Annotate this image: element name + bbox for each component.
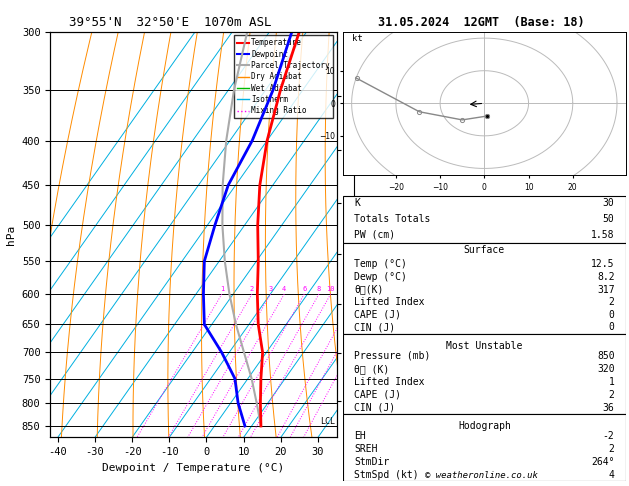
Text: 3: 3	[269, 286, 272, 292]
Y-axis label: km
ASL: km ASL	[368, 224, 386, 245]
Text: Totals Totals: Totals Totals	[354, 214, 430, 224]
Text: Hodograph: Hodograph	[458, 421, 511, 432]
Text: 12.5: 12.5	[591, 259, 615, 269]
Legend: Temperature, Dewpoint, Parcel Trajectory, Dry Adiabat, Wet Adiabat, Isotherm, Mi: Temperature, Dewpoint, Parcel Trajectory…	[234, 35, 333, 118]
Text: 0: 0	[609, 310, 615, 320]
Bar	[343, 243, 626, 334]
Text: Dewp (°C): Dewp (°C)	[354, 272, 407, 282]
Text: 2: 2	[609, 297, 615, 307]
X-axis label: Dewpoint / Temperature (°C): Dewpoint / Temperature (°C)	[103, 463, 284, 473]
Text: 4: 4	[282, 286, 286, 292]
Text: θᴇ (K): θᴇ (K)	[354, 364, 389, 374]
Text: 36: 36	[603, 403, 615, 413]
Text: 1: 1	[220, 286, 224, 292]
Text: 320: 320	[597, 364, 615, 374]
Text: 0: 0	[609, 323, 615, 332]
Text: Most Unstable: Most Unstable	[446, 341, 523, 351]
Y-axis label: hPa: hPa	[6, 225, 16, 244]
Text: 1.58: 1.58	[591, 230, 615, 240]
Text: CAPE (J): CAPE (J)	[354, 390, 401, 400]
Text: Temp (°C): Temp (°C)	[354, 259, 407, 269]
Text: 317: 317	[597, 284, 615, 295]
Text: θᴇ(K): θᴇ(K)	[354, 284, 384, 295]
Text: PW (cm): PW (cm)	[354, 230, 395, 240]
Text: EH: EH	[354, 431, 366, 441]
Text: 1: 1	[609, 377, 615, 387]
Text: 8: 8	[317, 286, 321, 292]
Text: LCL: LCL	[320, 417, 335, 426]
Text: 30: 30	[603, 198, 615, 208]
Text: 31.05.2024  12GMT  (Base: 18): 31.05.2024 12GMT (Base: 18)	[378, 16, 584, 29]
Text: 10: 10	[326, 286, 335, 292]
Text: Surface: Surface	[464, 245, 505, 255]
Text: -2: -2	[603, 431, 615, 441]
Text: CIN (J): CIN (J)	[354, 403, 395, 413]
Text: 4: 4	[609, 469, 615, 480]
Text: SREH: SREH	[354, 444, 377, 454]
Text: 50: 50	[603, 214, 615, 224]
Text: Lifted Index: Lifted Index	[354, 297, 425, 307]
Text: 2: 2	[609, 390, 615, 400]
Text: kt: kt	[352, 35, 362, 43]
Text: StmDir: StmDir	[354, 457, 389, 467]
Text: 850: 850	[597, 351, 615, 361]
Text: CAPE (J): CAPE (J)	[354, 310, 401, 320]
Text: © weatheronline.co.uk: © weatheronline.co.uk	[425, 470, 538, 480]
Bar	[343, 414, 626, 481]
Text: K: K	[354, 198, 360, 208]
Text: Pressure (mb): Pressure (mb)	[354, 351, 430, 361]
Text: CIN (J): CIN (J)	[354, 323, 395, 332]
Text: Lifted Index: Lifted Index	[354, 377, 425, 387]
Text: 264°: 264°	[591, 457, 615, 467]
Text: 6: 6	[302, 286, 306, 292]
Text: StmSpd (kt): StmSpd (kt)	[354, 469, 419, 480]
Text: 8.2: 8.2	[597, 272, 615, 282]
Text: 2: 2	[609, 444, 615, 454]
Bar	[343, 195, 626, 243]
Bar	[343, 334, 626, 414]
Text: 2: 2	[250, 286, 254, 292]
Text: 39°55'N  32°50'E  1070m ASL: 39°55'N 32°50'E 1070m ASL	[69, 16, 271, 29]
